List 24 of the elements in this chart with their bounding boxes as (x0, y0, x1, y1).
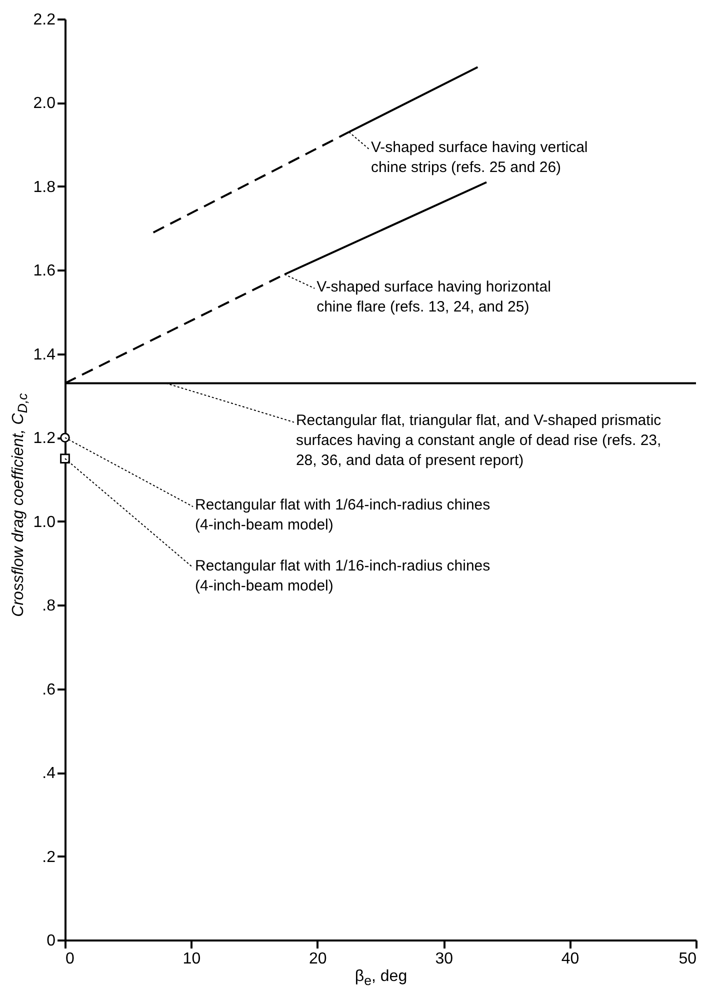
y-tick-label: .8 (42, 598, 56, 615)
y-tick-label: 1.4 (33, 346, 56, 364)
y-tick-label: 1.2 (33, 430, 56, 448)
x-tick-label: 40 (561, 950, 580, 968)
y-tick-label: 1.0 (33, 514, 56, 531)
y-tick-label: 0 (46, 932, 56, 950)
annotation: Rectangular flat with 1/64-inch-radius chines (4-inch-beam model) (195, 496, 490, 534)
annotation: Rectangular flat, triangular flat, and V-shaped prismatic surfaces having a constant angle of dead rise (refs. 23, 28, 36, and data of present report) (296, 412, 662, 470)
y-tick-label: 2.2 (33, 12, 56, 28)
x-tick-label: 20 (309, 950, 327, 968)
x-tick-label: 30 (435, 950, 454, 968)
x-tick-label: 50 (678, 950, 697, 968)
y-tick-label: .4 (42, 765, 56, 782)
y-tick-label: 2.0 (33, 95, 56, 112)
y-tick-label: .2 (42, 848, 56, 866)
x-tick-label: 0 (66, 950, 74, 968)
y-tick-label: 1.8 (33, 178, 56, 196)
y-tick-label: 1.6 (33, 262, 56, 280)
y-tick-label: .6 (42, 681, 56, 698)
x-tick-label: 10 (182, 950, 201, 968)
annotation: V-shaped surface having horizontal chine flare (refs. 13, 24, and 25) (316, 278, 551, 316)
annotation: Rectangular flat with 1/16-inch-radius chines (4-inch-beam model) (195, 558, 490, 595)
x-axis-title: β$_{e}$, deg (354, 968, 408, 988)
annotation: V-shaped surface having vertical chine strips (refs. 25 and 26) (370, 139, 588, 176)
